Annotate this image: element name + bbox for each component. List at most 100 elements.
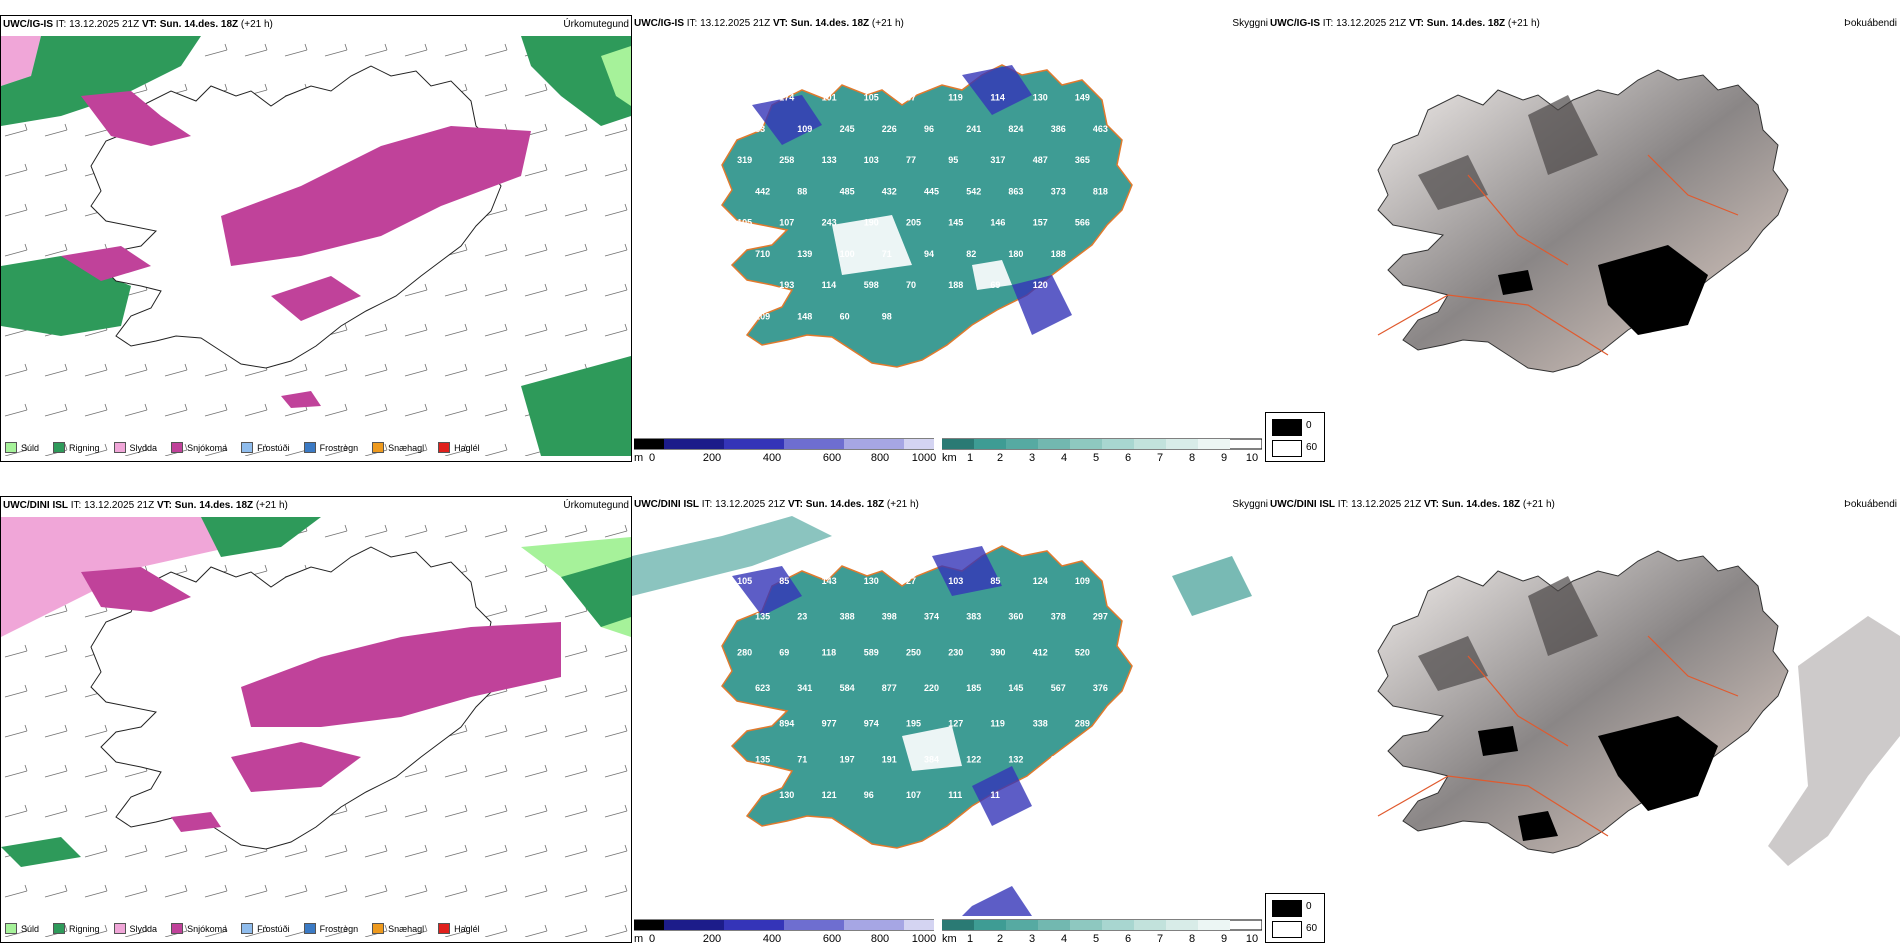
visibility-tick: 4 [1060,452,1068,464]
legend-item-drizzle: Súld [5,923,39,934]
visibility-map: 105 85 143 130 27 103 85 124 109 135 23 388 398 374 38… [632,516,1252,916]
visibility-label: 121 [822,790,837,800]
visibility-label: 180 [1008,249,1023,259]
visibility-tick: 8 [1188,933,1196,945]
visibility-label: 230 [948,647,963,657]
visibility-tick: 3 [1028,933,1036,945]
visibility-label: 69 [990,280,1000,290]
height-tick: 800 [870,933,890,945]
height-colorbar: m 0 200 400 600 800 1000 [633,919,936,949]
visibility-label: 85 [779,576,789,586]
visibility-panel-1: UWC/IG-IS IT: 13.12.2025 21Z VT: Sun. 14… [632,15,1268,464]
height-unit: m [634,452,644,464]
height-tick: 600 [822,933,842,945]
height-tick: 400 [762,933,782,945]
visibility-label: 197 [840,754,855,764]
fog-key-2: 0 60 [1265,893,1325,943]
visibility-label: 388 [840,612,855,622]
visibility-label: 124 [1033,576,1048,586]
visibility-tick: 8 [1188,452,1196,464]
visibility-label: 103 [948,576,963,586]
visibility-label: 107 [906,790,921,800]
visibility-unit: km [942,933,957,945]
visibility-label: 977 [822,719,837,729]
visibility-tick: 7 [1156,452,1164,464]
visibility-tick: 10 [1245,452,1259,464]
visibility-label: 824 [1008,124,1023,134]
visibility-label: 338 [1033,719,1048,729]
visibility-tick: 1 [966,452,974,464]
visibility-tick: 5 [1092,933,1100,945]
visibility-label: 191 [882,754,897,764]
visibility-label: 341 [797,683,812,693]
legend-item-freezing-drizzle: Frostúði [241,442,290,453]
visibility-label: 289 [1075,719,1090,729]
visibility-label: 114 [990,93,1005,103]
height-unit: m [634,933,644,945]
visibility-label: 190 [864,218,879,228]
visibility-label: 114 [822,280,837,290]
visibility-label: 87 [906,93,916,103]
visibility-colorbar: km 1 2 3 4 5 6 7 8 9 10 [941,438,1263,468]
visibility-label: 82 [966,249,976,259]
visibility-tick: 2 [996,933,1004,945]
visibility-label: 584 [840,683,855,693]
visibility-label: 71 [882,249,892,259]
visibility-label: 390 [990,647,1005,657]
visibility-label: 127 [948,719,963,729]
visibility-label: 710 [755,249,770,259]
legend-item-snow-pellets: Snæhagl [372,442,424,453]
visibility-label: 107 [779,218,794,228]
visibility-label: 100 [840,249,855,259]
visibility-tick: 9 [1220,452,1228,464]
panel-title: UWC/DINI ISL IT: 13.12.2025 21Z VT: Sun.… [1270,499,1555,510]
height-tick: 400 [762,452,782,464]
legend-item-rain: Rigning [53,923,100,934]
visibility-label: 149 [1075,93,1090,103]
visibility-label: 145 [1008,683,1023,693]
visibility-label: 188 [948,280,963,290]
visibility-label: 442 [755,186,770,196]
visibility-label: 445 [924,186,939,196]
visibility-label: 412 [1033,647,1048,657]
visibility-label: 143 [822,576,837,586]
visibility-label: 96 [924,124,934,134]
visibility-label: 120 [1033,280,1048,290]
height-tick: 200 [702,452,722,464]
visibility-label: 894 [779,719,794,729]
visibility-label: 280 [737,647,752,657]
visibility-label: 365 [1075,155,1090,165]
visibility-label: 378 [1051,612,1066,622]
visibility-tick: 6 [1124,452,1132,464]
height-colorbar: m 0 200 400 600 800 1000 [633,438,936,468]
fog-map [1377,550,1900,866]
visibility-label: 98 [882,311,892,321]
visibility-label: 598 [864,280,879,290]
visibility-label: 173 [737,719,752,729]
visibility-label: 398 [882,612,897,622]
visibility-label: 119 [990,719,1005,729]
visibility-label: 105 [737,576,752,586]
visibility-label: 383 [966,612,981,622]
visibility-label: 132 [1008,754,1023,764]
panel-title: UWC/DINI ISL IT: 13.12.2025 21Z VT: Sun.… [3,500,288,511]
visibility-label: 258 [779,155,794,165]
fog-panel-1: UWC/IG-IS IT: 13.12.2025 21Z VT: Sun. 14… [1268,15,1900,462]
height-colorbar-scale [633,438,935,450]
visibility-label: 520 [1075,647,1090,657]
panel-title: UWC/IG-IS IT: 13.12.2025 21Z VT: Sun. 14… [634,18,904,29]
visibility-label: 349 [737,280,752,290]
visibility-label: 174 [779,93,794,103]
visibility-label: 205 [906,218,921,228]
visibility-label: 157 [1033,218,1048,228]
legend-item-freezing-drizzle: Frostúði [241,923,290,934]
precip-legend: Súld Rigning Slydda Snjókoma Frostúði Fr… [5,442,480,453]
visibility-label: 71 [797,754,807,764]
visibility-panel-2: UWC/DINI ISL IT: 13.12.2025 21Z VT: Sun.… [632,496,1268,945]
visibility-label: 60 [840,311,850,321]
visibility-label: 96 [864,790,874,800]
fog-key-label-0: 0 [1306,420,1312,431]
height-colorbar-scale [633,919,935,931]
visibility-label: 118 [822,647,837,657]
visibility-label: 107 [1075,280,1090,290]
